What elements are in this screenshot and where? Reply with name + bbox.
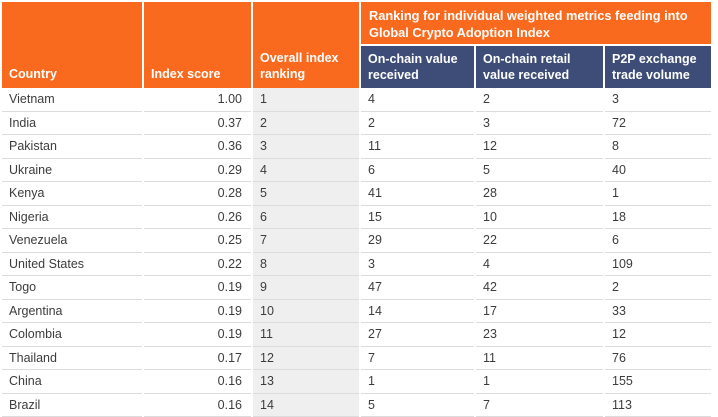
cell-country: Pakistan [2,135,142,159]
cell-index-score: 0.36 [144,135,251,159]
cell-overall-ranking: 11 [253,323,359,347]
cell-overall-ranking: 10 [253,299,359,323]
cell-index-score: 0.22 [144,252,251,276]
cell-overall-ranking: 14 [253,393,359,417]
cell-on-chain-retail: 12 [476,135,603,159]
cell-index-score: 0.19 [144,276,251,300]
cell-p2p-volume: 109 [605,252,711,276]
cell-country: Argentina [2,299,142,323]
cell-country: Nigeria [2,205,142,229]
header-country: Country [2,2,142,88]
header-on-chain-retail-value-received: On-chain retail value received [476,46,603,88]
cell-index-score: 0.26 [144,205,251,229]
cell-p2p-volume: 155 [605,370,711,394]
cell-country: China [2,370,142,394]
cell-country: Togo [2,276,142,300]
cell-on-chain-retail: 42 [476,276,603,300]
header-index-score: Index score [144,2,251,88]
cell-on-chain-retail: 2 [476,88,603,112]
cell-p2p-volume: 2 [605,276,711,300]
cell-on-chain-value: 4 [361,88,474,112]
cell-on-chain-value: 41 [361,182,474,206]
cell-overall-ranking: 2 [253,111,359,135]
cell-on-chain-retail: 23 [476,323,603,347]
cell-overall-ranking: 1 [253,88,359,112]
cell-overall-ranking: 6 [253,205,359,229]
cell-p2p-volume: 12 [605,323,711,347]
cell-on-chain-value: 5 [361,393,474,417]
cell-p2p-volume: 113 [605,393,711,417]
cell-country: Thailand [2,346,142,370]
cell-p2p-volume: 72 [605,111,711,135]
cell-index-score: 0.19 [144,323,251,347]
cell-on-chain-retail: 1 [476,370,603,394]
header-on-chain-value-received: On-chain value received [361,46,474,88]
cell-country: Colombia [2,323,142,347]
cell-on-chain-value: 2 [361,111,474,135]
cell-p2p-volume: 18 [605,205,711,229]
cell-index-score: 0.16 [144,393,251,417]
cell-p2p-volume: 1 [605,182,711,206]
cell-p2p-volume: 33 [605,299,711,323]
cell-on-chain-retail: 10 [476,205,603,229]
cell-on-chain-retail: 3 [476,111,603,135]
cell-on-chain-value: 29 [361,229,474,253]
cell-index-score: 0.28 [144,182,251,206]
cell-country: Brazil [2,393,142,417]
cell-on-chain-retail: 28 [476,182,603,206]
cell-country: India [2,111,142,135]
cell-overall-ranking: 4 [253,158,359,182]
cell-on-chain-value: 47 [361,276,474,300]
cell-on-chain-value: 27 [361,323,474,347]
cell-country: Vietnam [2,88,142,112]
cell-p2p-volume: 6 [605,229,711,253]
cell-index-score: 0.16 [144,370,251,394]
cell-p2p-volume: 76 [605,346,711,370]
cell-p2p-volume: 40 [605,158,711,182]
cell-country: United States [2,252,142,276]
cell-on-chain-value: 14 [361,299,474,323]
cell-country: Ukraine [2,158,142,182]
cell-overall-ranking: 13 [253,370,359,394]
cell-index-score: 0.25 [144,229,251,253]
cell-on-chain-retail: 4 [476,252,603,276]
cell-index-score: 0.37 [144,111,251,135]
metrics-header-group: Ranking for individual weighted metrics … [361,2,711,88]
header-overall-index-ranking: Overall index ranking [253,2,359,88]
cell-index-score: 0.17 [144,346,251,370]
cell-overall-ranking: 7 [253,229,359,253]
cell-on-chain-value: 1 [361,370,474,394]
cell-overall-ranking: 5 [253,182,359,206]
cell-on-chain-retail: 22 [476,229,603,253]
cell-p2p-volume: 3 [605,88,711,112]
cell-index-score: 0.29 [144,158,251,182]
cell-on-chain-retail: 17 [476,299,603,323]
cell-overall-ranking: 3 [253,135,359,159]
cell-overall-ranking: 9 [253,276,359,300]
cell-on-chain-retail: 7 [476,393,603,417]
cell-on-chain-value: 7 [361,346,474,370]
cell-on-chain-retail: 11 [476,346,603,370]
cell-index-score: 1.00 [144,88,251,112]
cell-on-chain-value: 6 [361,158,474,182]
cell-on-chain-value: 3 [361,252,474,276]
cell-on-chain-value: 15 [361,205,474,229]
cell-p2p-volume: 8 [605,135,711,159]
cell-on-chain-value: 11 [361,135,474,159]
cell-country: Venezuela [2,229,142,253]
cell-overall-ranking: 12 [253,346,359,370]
cell-on-chain-retail: 5 [476,158,603,182]
cell-overall-ranking: 8 [253,252,359,276]
cell-index-score: 0.19 [144,299,251,323]
cell-country: Kenya [2,182,142,206]
metrics-banner: Ranking for individual weighted metrics … [361,2,711,44]
header-p2p-exchange-trade-volume: P2P exchange trade volume [605,46,711,88]
